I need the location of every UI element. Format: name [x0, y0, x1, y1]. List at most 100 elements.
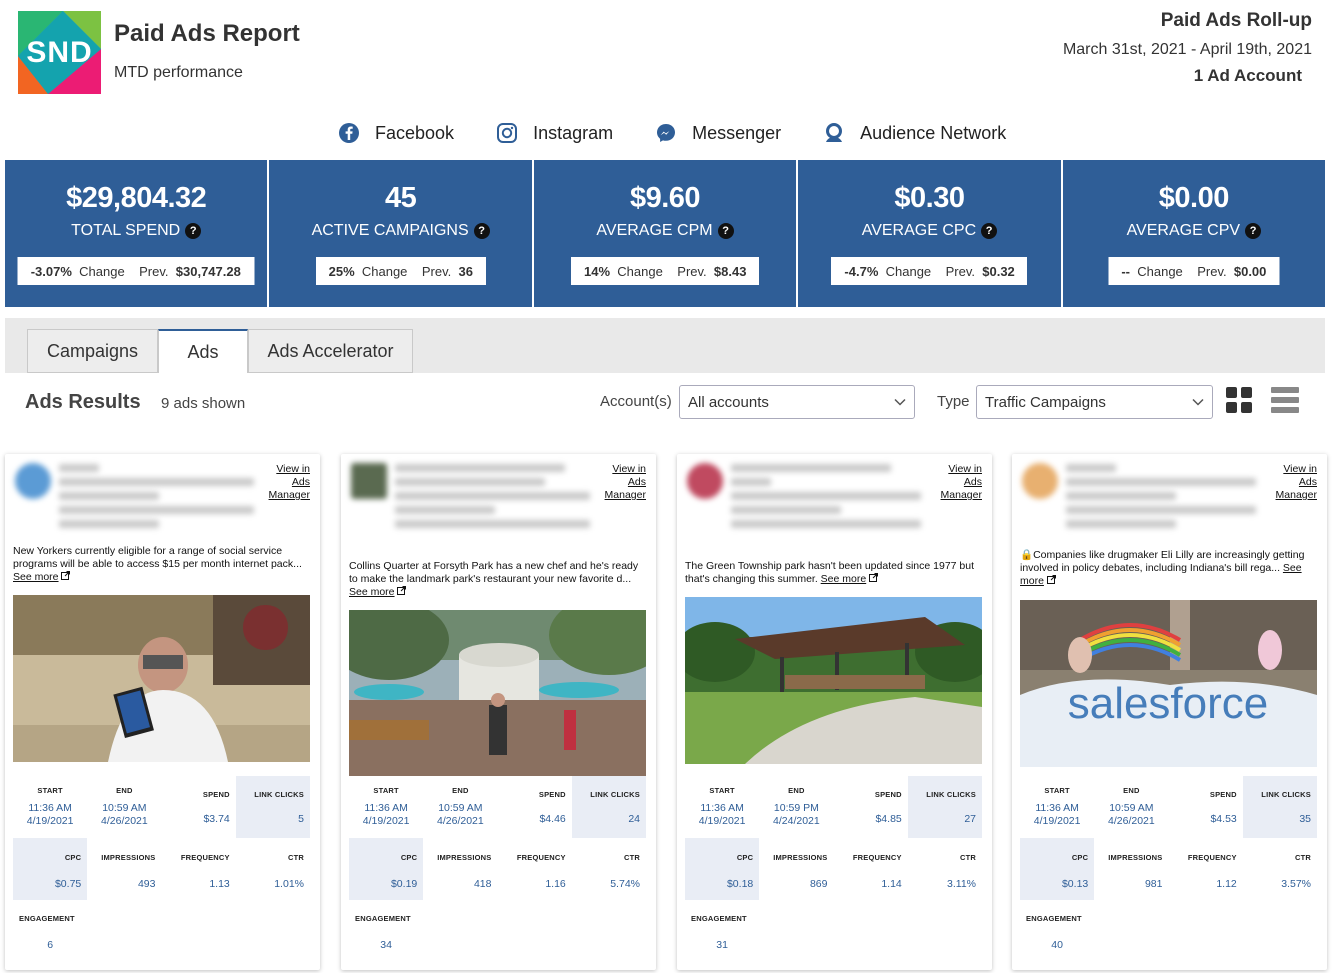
tab-ads-accelerator[interactable]: Ads Accelerator: [248, 329, 413, 373]
help-icon[interactable]: ?: [473, 223, 490, 239]
list-view-icon[interactable]: [1271, 387, 1299, 414]
metric-value: 11:36 AM 4/19/2021: [349, 802, 423, 828]
view-in-ads-manager-link[interactable]: View in Ads Manager: [941, 463, 982, 502]
metric-value: 1.14: [881, 878, 902, 890]
see-more-link[interactable]: See more: [13, 571, 59, 583]
kpi-label: TOTAL SPEND?: [71, 222, 202, 240]
rollup-summary: Paid Ads Roll-up March 31st, 2021 - Apri…: [1063, 10, 1312, 86]
metric-value: $0.13: [1061, 878, 1089, 890]
metric-label: ENGAGEMENT: [19, 914, 75, 923]
metric-frequency: FREQUENCY 1.12: [1169, 838, 1243, 900]
help-icon[interactable]: ?: [717, 223, 734, 239]
account-count: 1 Ad Account: [1193, 66, 1302, 85]
start-time: 11:36 AM: [28, 802, 72, 814]
metric-engagement: ENGAGEMENT 40: [1020, 900, 1094, 962]
metric-link-clicks: LINK CLICKS 35: [1242, 776, 1317, 838]
metric-label: START: [1044, 786, 1070, 795]
prev-value: 36: [458, 263, 473, 279]
metric-value: 10:59 PM 4/24/2021: [759, 802, 833, 828]
metric-label: IMPRESSIONS: [1108, 853, 1163, 862]
platform-label: Instagram: [533, 122, 614, 143]
view-line: View in: [1283, 463, 1317, 475]
view-in-ads-manager-link[interactable]: View in Ads Manager: [1276, 463, 1317, 502]
kpi-label-text: ACTIVE CAMPAIGNS: [311, 222, 469, 239]
metric-impressions: IMPRESSIONS 869: [759, 838, 833, 900]
see-more-link[interactable]: See more: [820, 573, 867, 585]
start-time: 11:36 AM: [700, 802, 744, 814]
metric-value: $0.18: [726, 878, 754, 890]
prev-value: $30,747.28: [175, 263, 241, 279]
ad-body-text: 🔒Companies like drugmaker Eli Lilly are …: [1020, 549, 1313, 588]
kpi-label: AVERAGE CPM?: [596, 222, 734, 240]
blurred-page-info: [395, 464, 590, 534]
help-icon[interactable]: ?: [981, 223, 998, 239]
prev-value: $0.32: [982, 263, 1015, 279]
metric-cpc: CPC $0.19: [349, 838, 424, 900]
metric-value: 418: [473, 878, 492, 890]
metric-value: 40: [1051, 939, 1063, 951]
tab-bar: Campaigns Ads Ads Accelerator: [5, 318, 1325, 373]
view-line: Ads: [1298, 476, 1317, 488]
ad-card: View in Ads Manager The Green Township p…: [677, 454, 992, 970]
platform-messenger: Messenger: [655, 122, 781, 144]
kpi-value: $9.60: [629, 182, 701, 214]
kpi-label: AVERAGE CPC?: [862, 222, 998, 240]
kpi-change-box: -- Change Prev. $0.00: [1108, 257, 1280, 285]
image-overlay-text: salesforce: [1068, 679, 1269, 728]
ad-body-text: The Green Township park hasn't been upda…: [685, 560, 978, 586]
metric-impressions: IMPRESSIONS 418: [423, 838, 497, 900]
change-value: --: [1121, 263, 1130, 279]
tab-campaigns[interactable]: Campaigns: [27, 329, 158, 373]
view-in-ads-manager-link[interactable]: View in Ads Manager: [605, 463, 646, 502]
type-select[interactable]: Traffic Campaigns: [976, 385, 1213, 419]
change-value: 25%: [328, 263, 355, 279]
metric-end: END 10:59 AM 4/26/2021: [87, 776, 161, 838]
metric-engagement: ENGAGEMENT 34: [349, 900, 423, 962]
kpi-average-cpm: $9.60 AVERAGE CPM? 14% Change Prev. $8.4…: [533, 160, 799, 307]
ad-copy: Collins Quarter at Forsyth Park has a ne…: [349, 560, 639, 585]
end-date: 4/26/2021: [1108, 815, 1155, 827]
end-date: 4/26/2021: [101, 815, 148, 827]
external-link-icon: [397, 586, 407, 598]
kpi-label: ACTIVE CAMPAIGNS?: [312, 222, 490, 240]
view-in-ads-manager-link[interactable]: View in Ads Manager: [269, 463, 310, 502]
account-select[interactable]: All accounts: [679, 385, 915, 419]
kpi-total-spend: $29,804.32 TOTAL SPEND? -3.07% Change Pr…: [5, 160, 270, 307]
metric-value: 6: [47, 939, 54, 951]
view-line: Ads: [963, 476, 982, 488]
kpi-change-box: 25% Change Prev. 36: [315, 257, 486, 285]
metric-frequency: FREQUENCY 1.13: [162, 838, 236, 900]
platform-audience-network: Audience Network: [823, 122, 1006, 144]
metric-value: $4.85: [875, 813, 902, 825]
metric-label: LINK CLICKS: [1261, 790, 1311, 799]
help-icon[interactable]: ?: [1245, 223, 1262, 239]
platform-list: Facebook Instagram Messenger Audience Ne…: [338, 122, 1006, 144]
blurred-page-info: [59, 464, 254, 534]
account-select-value: All accounts: [688, 393, 769, 411]
metric-label: CTR: [959, 853, 976, 862]
metric-spend: SPEND $3.74: [162, 776, 236, 838]
see-more-link[interactable]: See more: [1020, 562, 1302, 587]
help-icon[interactable]: ?: [185, 223, 202, 239]
metric-value: 11:36 AM 4/19/2021: [1020, 802, 1094, 828]
metric-label: SPEND: [538, 790, 566, 799]
metric-label: CTR: [287, 853, 304, 862]
view-line: Manager: [268, 489, 310, 501]
tab-ads[interactable]: Ads: [158, 329, 248, 373]
change-label: Change: [617, 263, 663, 279]
metric-label: END: [1123, 786, 1140, 795]
metric-label: CTR: [1294, 853, 1311, 862]
view-line: View in: [276, 463, 310, 475]
metric-label: IMPRESSIONS: [773, 853, 828, 862]
grid-view-icon[interactable]: [1226, 387, 1252, 413]
kpi-value: $29,804.32: [66, 182, 207, 214]
metric-cpc: CPC $0.18: [685, 838, 760, 900]
see-more-link[interactable]: See more: [349, 586, 395, 598]
metric-label: LINK CLICKS: [590, 790, 640, 799]
metric-value: 1.01%: [274, 878, 304, 890]
end-date: 4/24/2021: [773, 815, 820, 827]
start-time: 11:36 AM: [364, 802, 408, 814]
metric-end: END 10:59 AM 4/26/2021: [1094, 776, 1168, 838]
ad-copy: 🔒Companies like drugmaker Eli Lilly are …: [1020, 549, 1305, 574]
avatar: [687, 463, 723, 499]
